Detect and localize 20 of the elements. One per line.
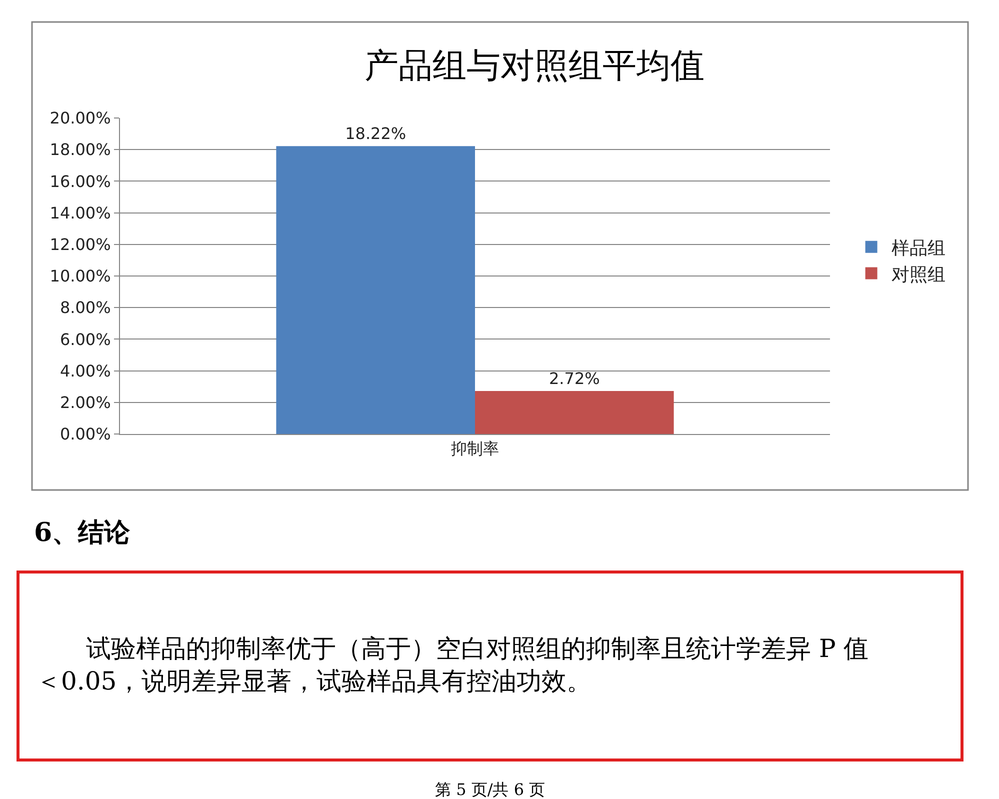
text: 第 5 页/共 6 页 xyxy=(435,780,546,799)
text: 6、结论 xyxy=(34,518,132,548)
y-tick-label: 4.00% xyxy=(60,361,111,380)
text: 试验样品的抑制率优于（高于）空白对照组的抑制率且统计学差异 P 值＜0.05，说明差异显著，试验样品具有控油功效。 xyxy=(36,634,869,696)
y-tick-label: 10.00% xyxy=(50,266,111,286)
data-label: 2.72% xyxy=(548,369,600,388)
legend-label: 样品组 xyxy=(891,238,946,259)
data-label: 18.22% xyxy=(345,124,406,144)
y-tick-label: 2.00% xyxy=(60,393,111,412)
y-tick-label: 20.00% xyxy=(50,108,111,128)
y-tick-label: 6.00% xyxy=(60,330,111,349)
y-tick-label: 18.00% xyxy=(50,140,111,160)
chart-title: 产品组与对照组平均值 xyxy=(364,46,705,86)
x-tick-label: 抑制率 xyxy=(451,439,499,458)
y-tick-label: 14.00% xyxy=(50,203,111,222)
y-tick-label: 12.00% xyxy=(50,235,111,254)
y-tick-label: 16.00% xyxy=(50,172,111,191)
legend-label: 对照组 xyxy=(891,264,946,286)
y-tick-label: 8.00% xyxy=(60,298,111,318)
y-tick-label: 0.00% xyxy=(60,424,111,444)
